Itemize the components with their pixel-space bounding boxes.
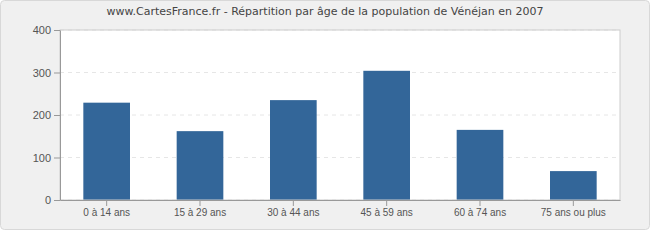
y-tick: 300 bbox=[33, 67, 60, 79]
x-tick-mark bbox=[386, 200, 387, 206]
x-tick-mark bbox=[106, 200, 107, 206]
x-tick: 15 à 29 ans bbox=[174, 200, 226, 218]
x-tick-mark bbox=[293, 200, 294, 206]
plot-frame bbox=[60, 30, 620, 200]
bar bbox=[83, 103, 130, 200]
y-tick-label: 0 bbox=[45, 194, 51, 206]
bar bbox=[270, 100, 317, 200]
x-tick-label: 15 à 29 ans bbox=[174, 207, 226, 218]
grid-line bbox=[60, 115, 620, 116]
title: www.CartesFrance.fr - Répartition par âg… bbox=[107, 5, 544, 18]
y-tick-label: 400 bbox=[33, 24, 51, 36]
grid-line bbox=[60, 157, 620, 158]
chart: www.CartesFrance.fr - Répartition par âg… bbox=[0, 0, 650, 230]
y-tick: 200 bbox=[33, 109, 60, 121]
x-tick: 0 à 14 ans bbox=[83, 200, 130, 218]
x-axis-line bbox=[61, 200, 621, 201]
y-tick-mark bbox=[54, 73, 60, 74]
x-tick-mark bbox=[573, 200, 574, 206]
y-tick-label: 300 bbox=[33, 67, 51, 79]
bar bbox=[457, 130, 504, 200]
x-tick-label: 45 à 59 ans bbox=[361, 207, 413, 218]
x-tick-mark bbox=[480, 200, 481, 206]
y-axis: 0 100 200 300 400 bbox=[33, 24, 61, 206]
x-tick-label: 75 ans ou plus bbox=[541, 207, 606, 218]
bar bbox=[550, 171, 597, 200]
y-tick-mark bbox=[54, 115, 60, 116]
y-tick: 0 bbox=[45, 194, 60, 206]
x-tick-label: 60 à 74 ans bbox=[454, 207, 506, 218]
grid-line bbox=[60, 72, 620, 73]
grid bbox=[60, 30, 620, 200]
y-tick-label: 100 bbox=[33, 152, 51, 164]
x-tick-label: 30 à 44 ans bbox=[267, 207, 319, 218]
y-tick-mark bbox=[54, 200, 60, 201]
x-tick-label: 0 à 14 ans bbox=[83, 207, 130, 218]
x-axis: 0 à 14 ans 15 à 29 ans 30 à 44 ans 45 à 59 … bbox=[61, 200, 621, 218]
bars bbox=[83, 71, 596, 200]
x-tick: 45 à 59 ans bbox=[361, 200, 413, 218]
plot-area bbox=[60, 30, 620, 200]
plot: 0 100 200 300 400 0 à 14 ans 15 à 29 ans 30 à 4… bbox=[33, 24, 621, 218]
y-tick-label: 200 bbox=[33, 109, 51, 121]
y-tick-mark bbox=[54, 30, 60, 31]
y-axis-line bbox=[60, 31, 61, 201]
x-tick: 30 à 44 ans bbox=[267, 200, 319, 218]
bar bbox=[363, 71, 410, 200]
x-tick: 75 ans ou plus bbox=[541, 200, 606, 218]
y-tick: 100 bbox=[33, 152, 60, 164]
y-tick-mark bbox=[54, 158, 60, 159]
bar bbox=[177, 131, 224, 200]
x-tick: 60 à 74 ans bbox=[454, 200, 506, 218]
background bbox=[1, 1, 650, 230]
x-tick-mark bbox=[200, 200, 201, 206]
y-tick: 400 bbox=[33, 24, 60, 36]
